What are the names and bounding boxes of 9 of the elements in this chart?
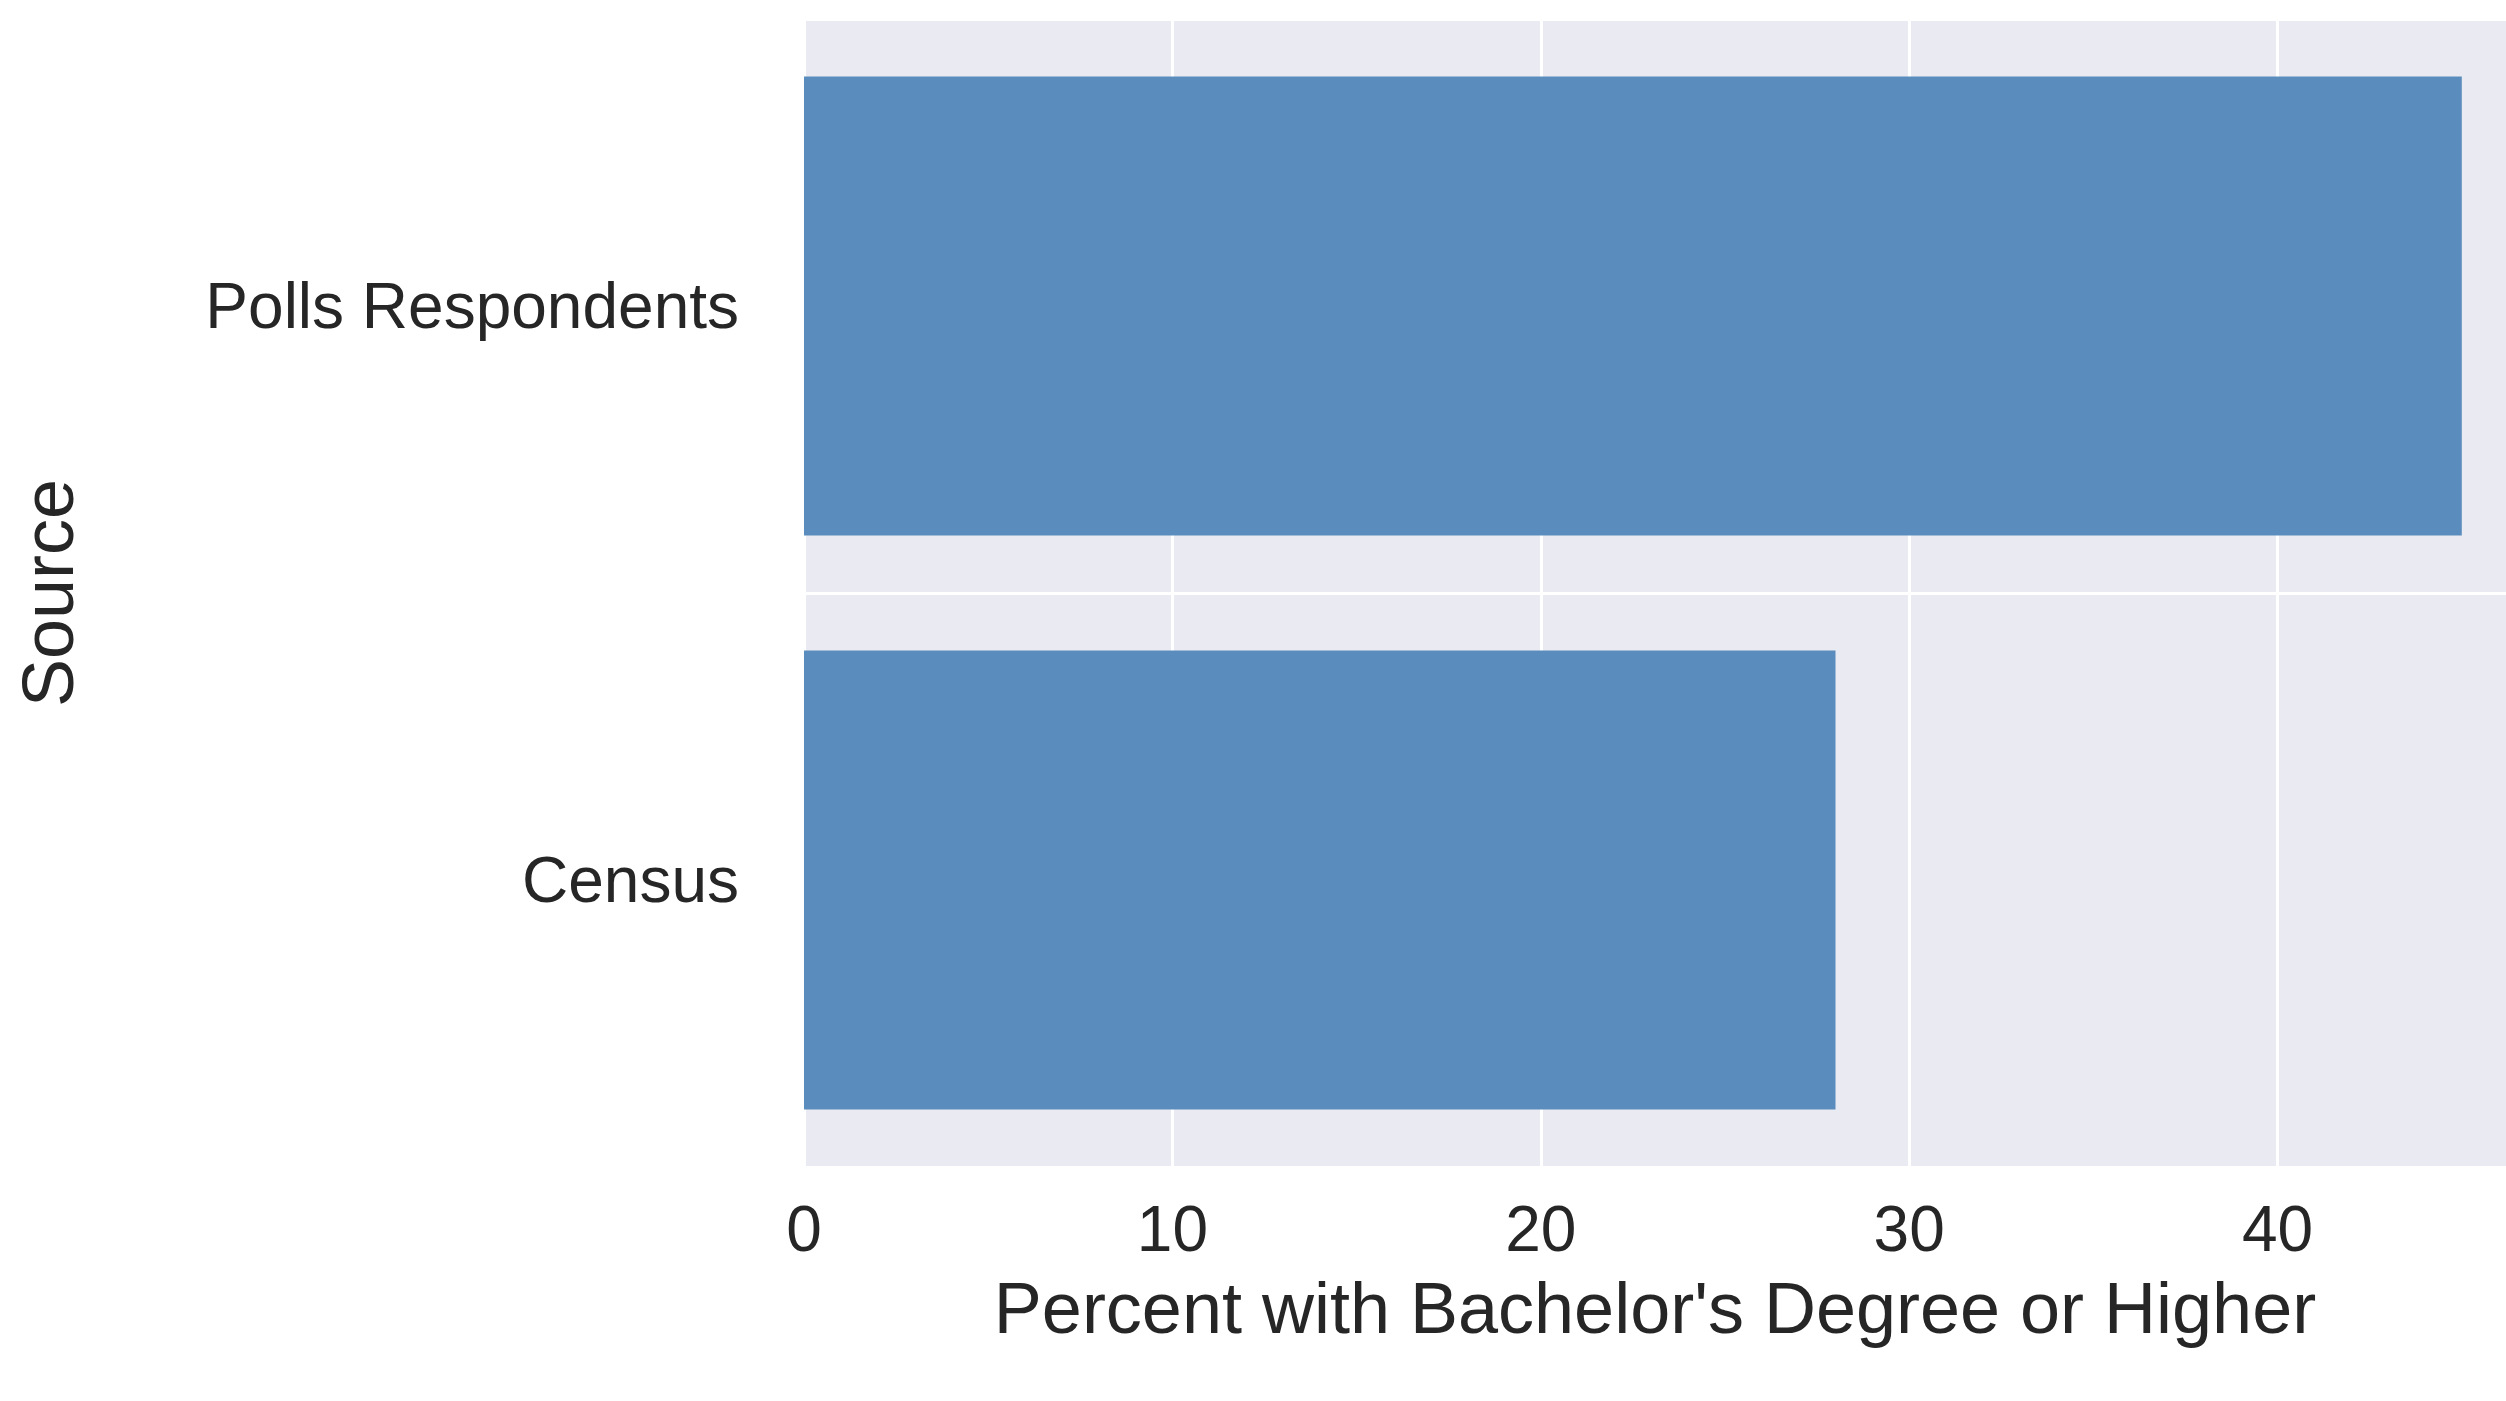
x-tick-label: 40 — [2242, 1193, 2314, 1265]
y-axis-title: Source — [8, 478, 88, 708]
x-tick-label: 10 — [1136, 1193, 1208, 1265]
y-tick-label: Polls Respondents — [205, 270, 739, 342]
x-tick-label: 30 — [1873, 1193, 1945, 1265]
y-tick-label: Census — [522, 844, 739, 916]
x-axis-title: Percent with Bachelor's Degree or Higher — [993, 1268, 2317, 1348]
x-tick-label: 20 — [1505, 1193, 1577, 1265]
x-tick-label: 0 — [786, 1193, 822, 1265]
